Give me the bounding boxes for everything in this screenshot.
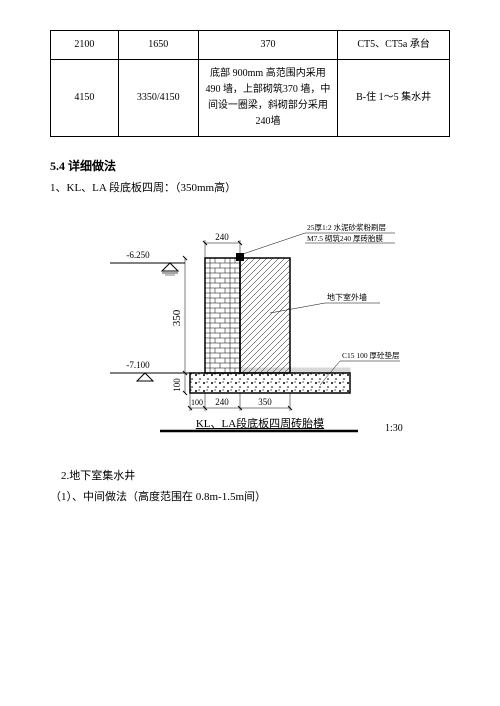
label-bottom: C15 100 厚砼垫层: [342, 350, 400, 360]
dim-350v: 350: [171, 309, 183, 326]
elev-bottom-label: -7.100: [126, 360, 150, 370]
elev-top-label: -6.250: [126, 250, 150, 260]
cell: B-住 1～5 集水井: [338, 60, 450, 137]
dim-350h: 350: [258, 397, 272, 407]
base-slab: [190, 373, 350, 393]
data-table: 2100 1650 370 CT5、CT5a 承台 4150 3350/4150…: [50, 30, 450, 137]
section-item: 2.地下室集水井: [50, 468, 450, 486]
table-row: 2100 1650 370 CT5、CT5a 承台: [51, 31, 450, 60]
dim-100v: 100: [172, 377, 182, 391]
label-top2: M7.5 砌筑240 厚砖胎膜: [307, 233, 384, 243]
cell: 370: [198, 31, 338, 60]
dim-240: 240: [215, 232, 229, 242]
section-item-sub: （1）、中间做法（高度范围在 0.8m-1.5m间）: [50, 489, 450, 507]
section-item: 1、KL、LA 段底板四周：（350mm高）: [50, 180, 450, 198]
cell: 底部 900mm 高范围内采用 490 墙，上部砌筑370 墙，中间设一圈梁，斜…: [198, 60, 338, 137]
section-diagram: -6.250 240 -7.100 350 100 1: [50, 213, 450, 453]
label-top1: 25厚1:2 水泥砂浆粉刷层: [307, 222, 386, 232]
cell: CT5、CT5a 承台: [338, 31, 450, 60]
dim-240h: 240: [215, 397, 229, 407]
cell: 3350/4150: [118, 60, 198, 137]
cell: 2100: [51, 31, 119, 60]
brick-wall: [205, 258, 240, 373]
outer-wall: [240, 258, 290, 373]
diagram-caption: KL、LA段底板四周砖胎模: [196, 416, 324, 430]
dim-100h: 100: [191, 398, 203, 407]
section-title: 5.4 详细做法: [50, 157, 450, 174]
cell: 4150: [51, 60, 119, 137]
table-row: 4150 3350/4150 底部 900mm 高范围内采用 490 墙，上部砌…: [51, 60, 450, 137]
svg-diagram: -6.250 240 -7.100 350 100 1: [90, 213, 410, 453]
diagram-scale: 1:30: [385, 423, 403, 434]
cell: 1650: [118, 31, 198, 60]
label-mid: 地下室外墙: [327, 292, 367, 302]
